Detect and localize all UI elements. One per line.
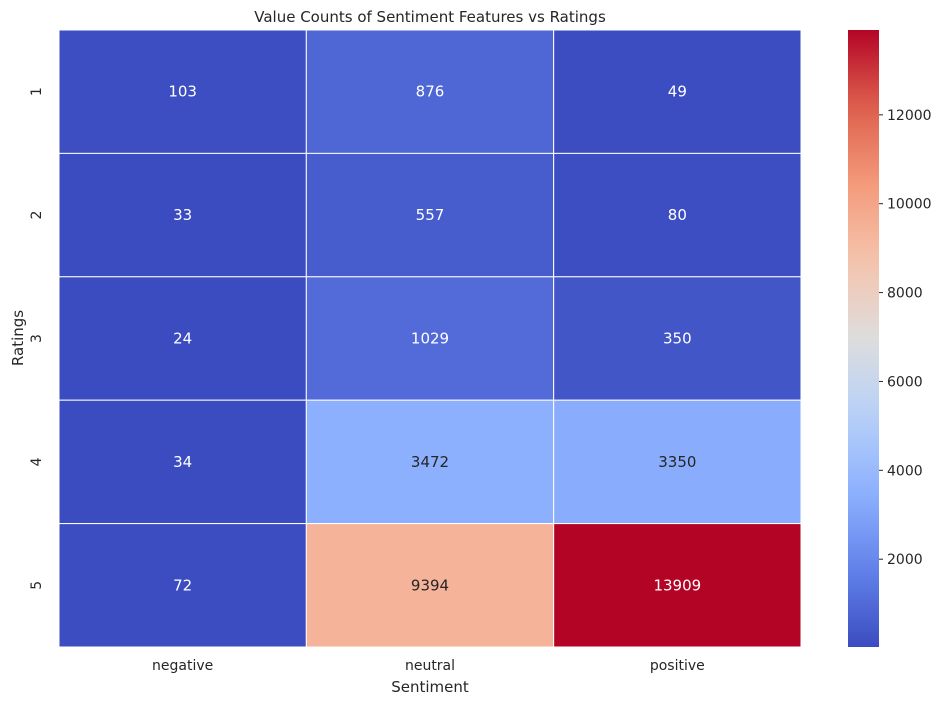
y-tick-label: 5	[29, 581, 45, 590]
y-tick-label: 1	[29, 87, 45, 96]
heatmap-cell	[305, 152, 555, 278]
y-axis-label: Ratings	[9, 310, 27, 366]
heatmap-cell	[58, 523, 307, 648]
cell-value-label: 103	[168, 83, 197, 101]
colorbar-tick-label: 8000	[887, 286, 923, 302]
colorbar-tick-label: 10000	[887, 197, 932, 213]
heatmap-cell	[305, 276, 555, 401]
heatmap-cell	[58, 152, 307, 278]
cell-value-label: 1029	[411, 330, 449, 348]
cell-value-label: 24	[173, 330, 192, 348]
y-tick-label: 3	[29, 334, 45, 343]
colorbar: 2000 4000 6000 8000 10000 12000	[848, 30, 932, 647]
y-tick-label: 2	[29, 211, 45, 220]
cell-value-label: 80	[668, 206, 687, 224]
x-tick-label: positive	[650, 658, 705, 674]
cell-value-label: 33	[173, 206, 192, 224]
heatmap-cell	[553, 29, 802, 154]
colorbar-tick-label: 2000	[887, 552, 923, 568]
cell-value-label: 557	[416, 206, 445, 224]
heatmap-cell	[58, 29, 307, 154]
cell-value-label: 3472	[411, 453, 449, 471]
heatmap-cell	[58, 276, 307, 401]
cell-value-label: 876	[416, 83, 445, 101]
colorbar-gradient	[848, 30, 879, 647]
chart-title: Value Counts of Sentiment Features vs Ra…	[254, 8, 606, 26]
colorbar-tick-label: 4000	[887, 463, 923, 479]
x-tick-label: neutral	[405, 658, 455, 674]
cell-value-label: 3350	[658, 453, 696, 471]
cell-value-label: 13909	[653, 576, 701, 594]
heatmap-cells: 103 876 49 33 557 80 24 1029 350 34 3472 3350 72 9394…	[58, 29, 802, 648]
x-axis-label: Sentiment	[391, 678, 469, 696]
heatmap-cell	[58, 399, 307, 525]
y-axis-ticks: 1 2 3 4 5	[29, 87, 45, 590]
cell-value-label: 49	[668, 83, 687, 101]
heatmap-cell	[553, 399, 802, 525]
heatmap-cell	[553, 152, 802, 278]
cell-value-label: 9394	[411, 576, 449, 594]
cell-value-label: 34	[173, 453, 192, 471]
heatmap-cell	[553, 523, 802, 648]
colorbar-tick-label: 6000	[887, 374, 923, 390]
heatmap-cell	[305, 523, 555, 648]
y-tick-label: 4	[29, 457, 45, 466]
heatmap-cell	[305, 29, 555, 154]
cell-value-label: 72	[173, 576, 192, 594]
x-axis-ticks: negative neutral positive	[152, 658, 705, 674]
colorbar-tick-label: 12000	[887, 108, 932, 124]
x-tick-label: negative	[152, 658, 213, 674]
cell-value-label: 350	[663, 330, 692, 348]
